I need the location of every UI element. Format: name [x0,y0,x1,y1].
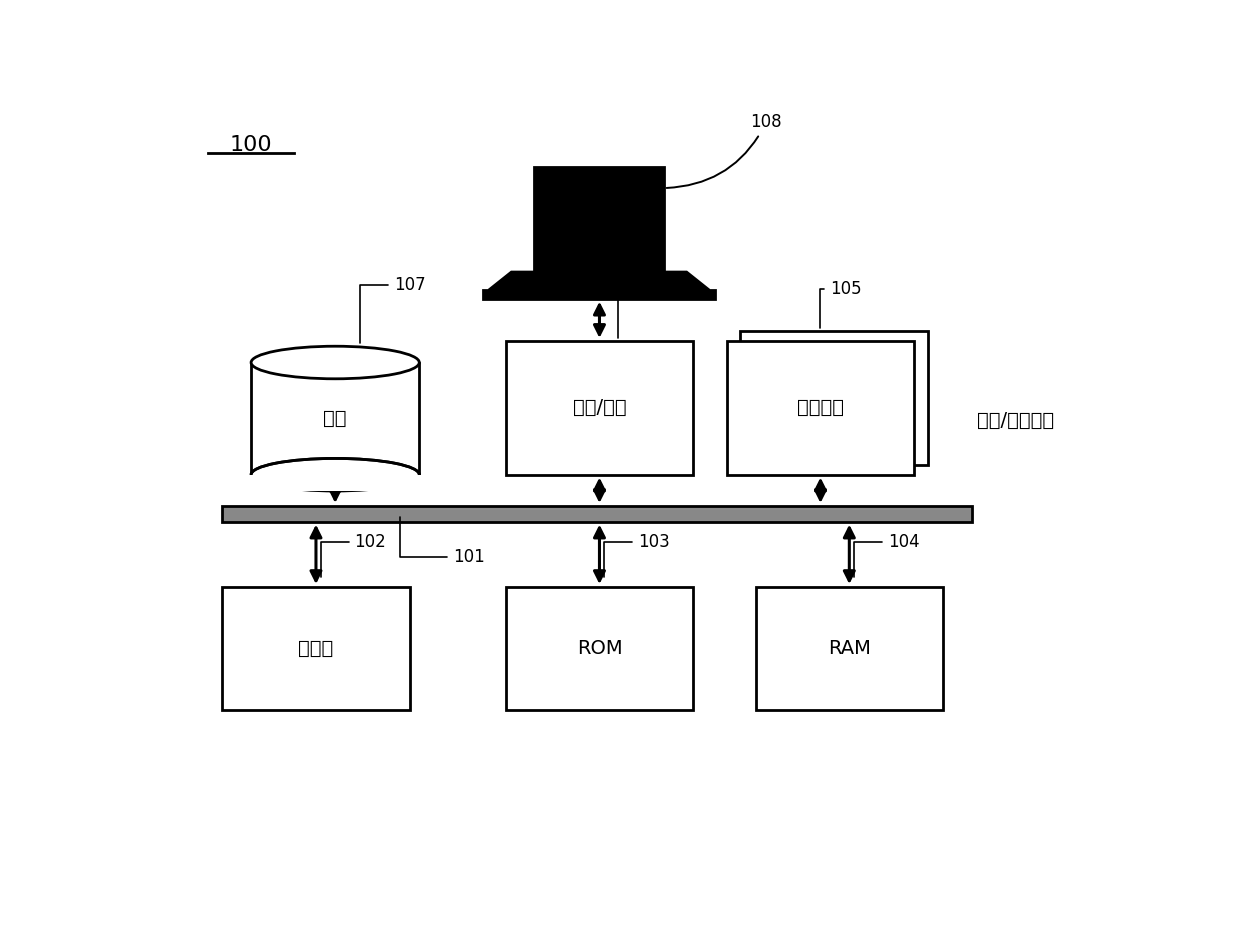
Bar [484,290,714,299]
Text: 来自/去往网灶: 来自/去往网灶 [977,411,1054,430]
Ellipse shape [250,459,419,491]
Bar [740,331,928,464]
Text: 106: 106 [619,280,668,338]
Text: 103: 103 [604,533,670,577]
Text: 100: 100 [229,135,273,155]
Bar [755,587,944,710]
Bar [727,341,914,475]
Text: 107: 107 [361,276,425,343]
Text: 处理器: 处理器 [299,639,334,658]
Bar [249,475,422,491]
Text: 通信端口: 通信端口 [797,399,844,417]
Bar [506,587,693,710]
Text: RAM: RAM [828,639,870,658]
Bar [534,167,663,272]
Text: 105: 105 [821,280,862,328]
Text: 104: 104 [854,533,919,577]
Text: 101: 101 [401,517,485,566]
Text: 108: 108 [667,114,782,188]
Polygon shape [489,272,709,290]
Text: 硬盘: 硬盘 [324,409,347,428]
Bar [222,587,409,710]
Bar [506,341,693,475]
Bar [250,363,419,475]
Text: 输入/输出: 输入/输出 [573,399,626,417]
Text: ROM: ROM [577,639,622,658]
Text: 102: 102 [321,533,386,577]
Bar [222,506,972,522]
Ellipse shape [250,346,419,379]
